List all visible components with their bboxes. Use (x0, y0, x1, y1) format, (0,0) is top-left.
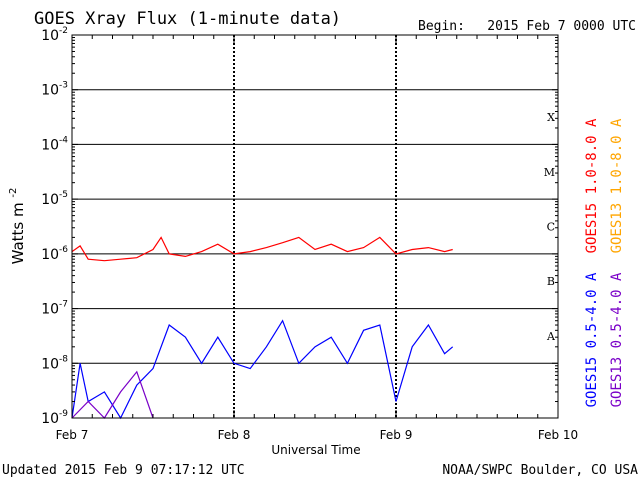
legend-label: GOES15 0.5-4.0 A (584, 272, 600, 407)
y-axis-label-exponent: -2 (8, 188, 19, 198)
legend-label: GOES13 0.5-4.0 A (609, 272, 625, 407)
series-line (71, 370, 154, 419)
legend-entry: GOES13 1.0-8.0 A (609, 118, 625, 253)
y-tick-label: 10-5 (41, 190, 68, 208)
axes: 10-9 10-8 10-7 10-6 10-5 10-4 10-3 10-2 Feb 7 Feb… (41, 26, 578, 442)
legend-entry: GOES15 1.0-8.0 A (584, 118, 600, 253)
x-tick-label: Feb 8 (218, 428, 251, 442)
legend-entry: GOES13 0.5-4.0 A (609, 272, 625, 407)
y-tick-label: 10-7 (41, 300, 68, 318)
svg-text:Watts m -2: Watts m -2 (8, 188, 27, 265)
plot-frame (71, 34, 559, 419)
y-tick-label: 10-2 (41, 26, 68, 44)
plot-area (71, 236, 454, 420)
footer-credit: NOAA/SWPC Boulder, CO USA (442, 463, 638, 478)
chart-title: GOES Xray Flux (1-minute data) (34, 9, 341, 29)
flare-class-label: C (547, 221, 555, 234)
legend-entry: GOES15 0.5-4.0 A (584, 272, 600, 407)
y-tick-label: 10-4 (41, 135, 68, 153)
flare-class-label: B (547, 275, 555, 288)
footer-updated: Updated 2015 Feb 9 07:17:12 UTC (2, 463, 245, 478)
legend-label: GOES15 1.0-8.0 A (584, 118, 600, 253)
legend: GOES15 1.0-8.0 A GOES13 1.0-8.0 A GOES15 0… (584, 118, 625, 407)
y-tick-label: 10-3 (41, 81, 68, 99)
gridlines (72, 34, 558, 419)
y-axis-label-main: Watts m (9, 202, 27, 264)
series-line (71, 236, 453, 262)
legend-label: GOES13 1.0-8.0 A (609, 118, 625, 253)
x-tick-label: Feb 7 (56, 428, 89, 442)
flare-class-label: X (547, 111, 555, 124)
begin-value: 2015 Feb 7 0000 UTC (487, 19, 636, 34)
y-tick-label: 10-8 (41, 354, 68, 372)
series-line (71, 319, 454, 420)
x-tick-label: Feb 9 (380, 428, 413, 442)
begin-label: Begin: (418, 19, 465, 34)
y-axis-label: Watts m -2 (8, 188, 27, 265)
x-tick-label: Feb 10 (538, 428, 578, 442)
y-tick-label: 10-6 (41, 245, 68, 263)
flare-class-label: A (546, 330, 556, 343)
x-axis-label: Universal Time (271, 443, 360, 457)
y-tick-label: 10-9 (41, 409, 68, 427)
flare-class-label: M (544, 166, 555, 179)
